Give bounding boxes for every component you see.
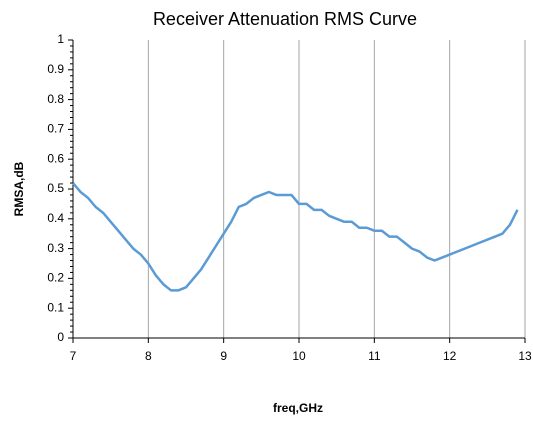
y-tick-label: 0.9 — [47, 62, 64, 76]
y-tick-label: 0.7 — [47, 122, 64, 136]
y-tick-label: 1 — [57, 32, 64, 46]
x-tick-label: 9 — [220, 349, 227, 363]
x-tick-label: 7 — [70, 349, 77, 363]
y-axis-title: RMSA,dB — [12, 161, 26, 216]
y-tick-label: 0 — [57, 330, 64, 344]
y-tick-label: 0.4 — [47, 211, 64, 225]
x-axis-title: freq,GHz — [273, 401, 323, 415]
x-tick-label: 12 — [443, 349, 457, 363]
x-tick-label: 11 — [368, 349, 381, 363]
x-tick-label: 13 — [518, 349, 532, 363]
y-tick-label: 0.3 — [47, 241, 64, 255]
chart-title: Receiver Attenuation RMS Curve — [153, 9, 417, 29]
y-tick-label: 0.2 — [47, 271, 64, 285]
y-tick-label: 0.5 — [47, 181, 64, 195]
x-tick-label: 10 — [292, 349, 306, 363]
y-tick-label: 0.1 — [47, 300, 64, 314]
y-tick-label: 0.6 — [47, 151, 64, 165]
y-tick-label: 0.8 — [47, 92, 64, 106]
x-tick-label: 8 — [145, 349, 152, 363]
data-line — [72, 182, 519, 292]
